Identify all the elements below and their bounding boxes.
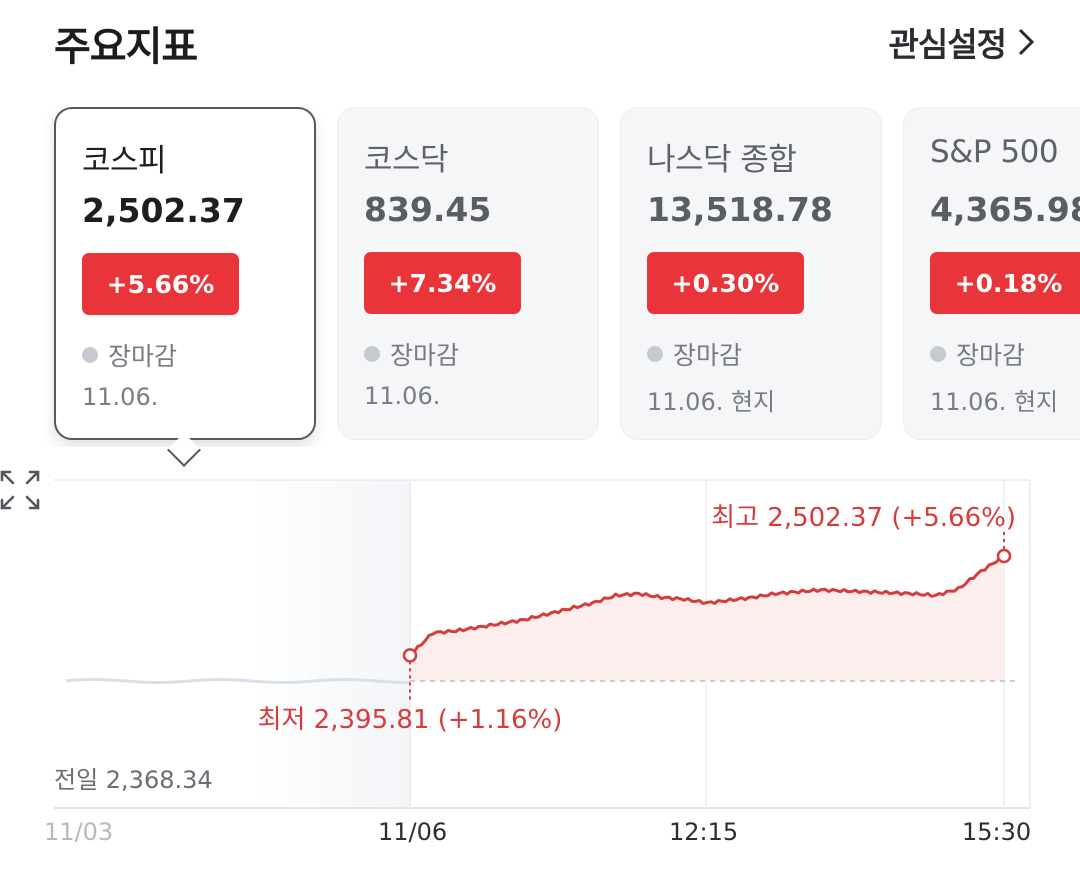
prev-close-label: 전일 2,368.34 xyxy=(54,766,213,794)
index-name: 코스닥 xyxy=(364,142,449,178)
status-text: 장마감 xyxy=(956,341,1026,370)
index-card-kospi[interactable]: 코스피 2,502.37 +5.66% 장마감 11.06. xyxy=(54,107,316,440)
index-card-nasdaq[interactable]: 나스닥 종합 13,518.78 +0.30% 장마감 11.06. 현지 xyxy=(620,107,882,440)
x-tick: 11/03 xyxy=(44,818,114,846)
index-card-sp500[interactable]: S&P 500 4,365.98 +0.18% 장마감 11.06. 현지 xyxy=(903,107,1080,440)
status-dot-icon xyxy=(647,346,663,362)
status-dot-icon xyxy=(930,346,946,362)
settings-label: 관심설정 xyxy=(888,25,1007,64)
market-status: 장마감 xyxy=(82,339,314,371)
page-title: 주요지표 xyxy=(54,24,198,70)
market-status: 장마감 xyxy=(930,338,1080,370)
change-badge: +5.66% xyxy=(82,253,239,315)
index-name: 나스닥 종합 xyxy=(647,142,797,178)
index-date: 11.06. xyxy=(364,382,441,410)
chevron-right-icon xyxy=(1018,28,1035,56)
x-tick: 11/06 xyxy=(378,818,448,846)
index-date: 11.06. 현지 xyxy=(930,388,1059,416)
status-text: 장마감 xyxy=(390,341,460,370)
change-badge: +7.34% xyxy=(364,252,521,314)
index-name: 코스피 xyxy=(82,143,167,179)
low-marker xyxy=(402,648,418,663)
fullscreen-icon[interactable] xyxy=(0,470,40,510)
market-status: 장마감 xyxy=(647,338,881,370)
x-tick: 15:30 xyxy=(962,818,1032,846)
status-text: 장마감 xyxy=(673,341,743,370)
index-value: 4,365.98 xyxy=(930,190,1080,229)
index-date: 11.06. 현지 xyxy=(647,388,776,416)
index-chart[interactable]: 최고 2,502.37 (+5.66%) 최저 2,395.81 (+1.16%… xyxy=(0,470,1080,869)
high-marker xyxy=(996,548,1012,564)
price-area-fill xyxy=(410,556,1004,681)
index-value: 839.45 xyxy=(364,190,492,229)
low-label: 최저 2,395.81 (+1.16%) xyxy=(258,705,563,735)
high-label: 최고 2,502.37 (+5.66%) xyxy=(711,503,1016,533)
change-badge: +0.30% xyxy=(647,252,804,314)
index-value: 13,518.78 xyxy=(647,190,833,229)
market-status: 장마감 xyxy=(364,338,598,370)
status-text: 장마감 xyxy=(108,342,178,371)
previous-day-shade xyxy=(250,480,410,808)
watchlist-settings-link[interactable]: 관심설정 xyxy=(889,18,1036,66)
index-card-kosdaq[interactable]: 코스닥 839.45 +7.34% 장마감 11.06. xyxy=(337,107,599,440)
index-cards: 코스피 2,502.37 +5.66% 장마감 11.06. 코스닥 839.4… xyxy=(0,107,1080,447)
index-name: S&P 500 xyxy=(930,134,1059,170)
price-line xyxy=(409,554,1005,657)
chart-canvas: 최고 2,502.37 (+5.66%) 최저 2,395.81 (+1.16%… xyxy=(54,479,1031,809)
previous-day-line xyxy=(65,677,411,685)
index-date: 11.06. xyxy=(82,383,159,411)
status-dot-icon xyxy=(364,346,380,362)
x-tick: 12:15 xyxy=(669,818,739,846)
change-badge: +0.18% xyxy=(930,252,1080,314)
status-dot-icon xyxy=(82,347,98,363)
index-value: 2,502.37 xyxy=(82,191,245,230)
